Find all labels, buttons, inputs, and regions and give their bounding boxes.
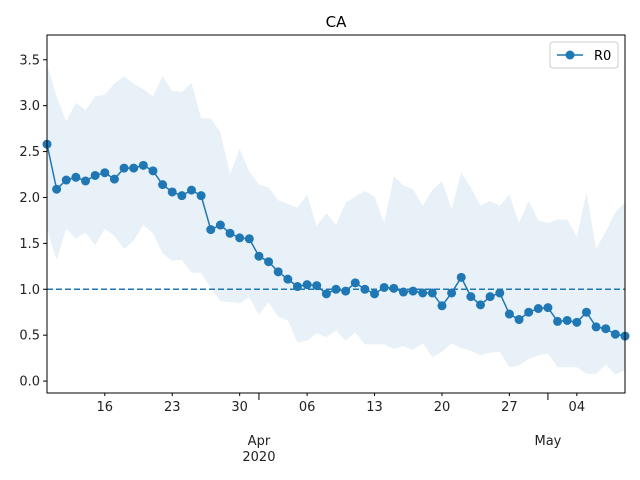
data-point-r0 xyxy=(331,284,341,294)
x-tick-label: 04 xyxy=(569,400,586,415)
data-point-r0 xyxy=(495,288,505,298)
y-tick-label: 0.5 xyxy=(19,329,40,344)
data-point-r0 xyxy=(206,225,216,235)
data-point-r0 xyxy=(447,288,457,298)
y-tick-label: 1.5 xyxy=(19,237,40,252)
data-point-r0 xyxy=(254,251,264,261)
data-point-r0 xyxy=(360,284,370,294)
data-point-r0 xyxy=(167,187,177,197)
data-point-r0 xyxy=(100,168,110,178)
x-tick-label: 20 xyxy=(434,400,451,415)
data-point-r0 xyxy=(138,160,148,170)
y-tick-label: 0.0 xyxy=(19,375,40,390)
data-point-r0 xyxy=(379,282,389,292)
data-point-r0 xyxy=(504,309,514,319)
data-point-r0 xyxy=(81,176,91,186)
data-point-r0 xyxy=(553,316,563,326)
data-point-r0 xyxy=(119,163,129,173)
x-tick-label: 16 xyxy=(97,400,114,415)
data-point-r0 xyxy=(225,228,235,238)
data-point-r0 xyxy=(129,163,139,173)
data-point-r0 xyxy=(292,282,302,292)
data-point-r0 xyxy=(341,286,351,296)
legend: R0 xyxy=(549,41,619,69)
data-point-r0 xyxy=(591,322,601,332)
chart-title: CA xyxy=(326,13,347,31)
data-point-r0 xyxy=(109,174,119,184)
data-point-r0 xyxy=(370,289,380,299)
x-year-label: 2020 xyxy=(242,450,275,465)
plot-frame xyxy=(46,34,626,394)
x-tick-label: 27 xyxy=(501,400,518,415)
data-point-r0 xyxy=(321,289,331,299)
data-point-r0 xyxy=(572,317,582,327)
data-point-r0 xyxy=(466,292,476,302)
y-tick-label: 1.0 xyxy=(19,283,40,298)
x-tick-label: 06 xyxy=(299,400,316,415)
y-tick-label: 3.0 xyxy=(19,99,40,114)
legend-box xyxy=(549,41,619,69)
data-point-r0 xyxy=(601,324,611,334)
data-point-r0 xyxy=(148,166,158,176)
data-point-r0 xyxy=(398,287,408,297)
x-tick-label: 23 xyxy=(164,400,181,415)
data-point-r0 xyxy=(610,329,620,339)
data-point-r0 xyxy=(514,315,524,325)
data-point-r0 xyxy=(235,233,245,243)
x-tick-label: 13 xyxy=(366,400,383,415)
uncertainty-band xyxy=(47,64,625,375)
x-tick-label: 30 xyxy=(231,400,248,415)
y-tick-label: 2.0 xyxy=(19,191,40,206)
data-point-r0 xyxy=(264,257,274,267)
legend-label-r0: R0 xyxy=(594,49,611,64)
data-point-r0 xyxy=(177,191,187,201)
x-month-label: May xyxy=(534,434,561,449)
data-point-r0 xyxy=(562,315,572,325)
data-point-r0 xyxy=(581,307,591,317)
data-point-r0 xyxy=(533,304,543,314)
y-tick-label: 2.5 xyxy=(19,145,40,160)
data-point-r0 xyxy=(524,307,534,317)
data-point-r0 xyxy=(389,283,399,293)
data-point-r0 xyxy=(244,234,254,244)
data-point-r0 xyxy=(476,300,485,310)
data-point-r0 xyxy=(90,170,100,180)
data-point-r0 xyxy=(427,288,437,298)
data-point-r0 xyxy=(71,172,81,182)
data-point-r0 xyxy=(408,286,418,296)
y-tick-label: 3.5 xyxy=(19,53,40,68)
data-point-r0 xyxy=(456,272,466,282)
legend-marker-r0 xyxy=(565,50,575,60)
data-point-r0 xyxy=(312,281,322,291)
data-point-r0 xyxy=(418,288,428,298)
data-point-r0 xyxy=(61,175,71,185)
data-point-r0 xyxy=(215,220,225,230)
data-point-r0 xyxy=(543,303,553,313)
data-point-r0 xyxy=(52,184,62,194)
data-point-r0 xyxy=(350,278,360,288)
data-point-r0 xyxy=(273,267,283,277)
data-point-r0 xyxy=(437,301,447,311)
data-point-r0 xyxy=(187,185,196,195)
data-point-r0 xyxy=(485,292,495,302)
data-point-r0 xyxy=(158,180,168,190)
data-point-r0 xyxy=(283,274,293,284)
x-month-label: Apr xyxy=(248,434,271,449)
data-point-r0 xyxy=(302,280,312,290)
data-point-r0 xyxy=(196,191,206,201)
